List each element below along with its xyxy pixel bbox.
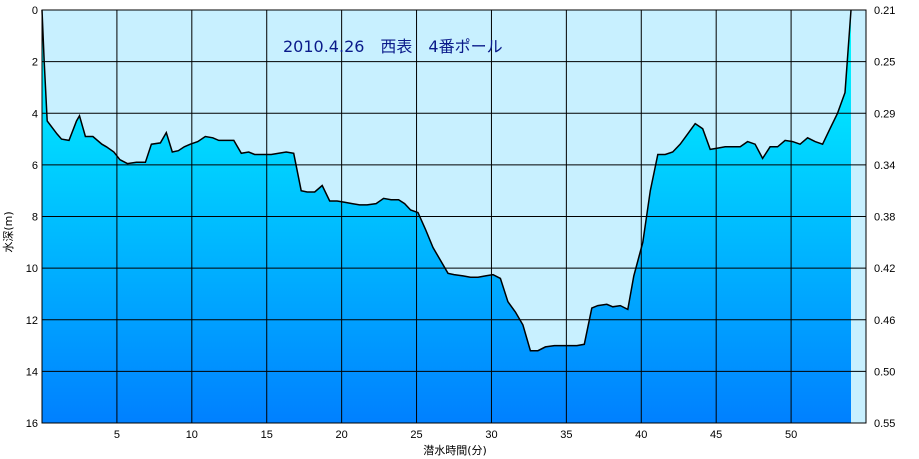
x-tick-label: 5 (114, 429, 120, 441)
y-tick-label: 8 (32, 212, 38, 224)
y-tick-label: 12 (26, 315, 38, 327)
chart-title: 2010.4.26 西表 4番ポール (283, 37, 503, 56)
y-tick-label: 6 (32, 160, 38, 172)
x-axis-label: 潜水時間(分) (423, 443, 487, 457)
y-axis-label: 水深(m) (2, 211, 15, 252)
x-tick-label: 20 (336, 429, 348, 441)
x-tick-label: 30 (485, 429, 497, 441)
right-tick-label: 0.50 (874, 366, 895, 378)
x-tick-label: 10 (186, 429, 198, 441)
right-tick-label: 0.29 (874, 108, 895, 120)
depth-line (41, 9, 852, 352)
x-tick-label: 25 (410, 429, 422, 441)
right-tick-label: 0.25 (874, 57, 895, 69)
depth-axis: 0 2 4 6 8 10 12 14 16 (26, 5, 38, 430)
x-tick-label: 50 (785, 429, 797, 441)
y-tick-label: 0 (32, 5, 38, 17)
right-tick-label: 0.55 (874, 418, 895, 430)
y-tick-label: 14 (26, 366, 38, 378)
y-tick-label: 10 (26, 263, 38, 275)
right-tick-label: 0.34 (874, 160, 895, 172)
y-tick-label: 16 (26, 418, 38, 430)
plot-border (41, 9, 867, 424)
time-axis: 5 10 15 20 25 30 35 40 45 50 (114, 429, 797, 441)
right-tick-label: 0.38 (874, 212, 895, 224)
x-tick-label: 15 (261, 429, 273, 441)
y-tick-label: 2 (32, 57, 38, 69)
gridlines (42, 10, 866, 423)
right-axis: 0.21 0.25 0.29 0.34 0.38 0.42 0.46 0.50 0.55 (874, 5, 895, 430)
x-tick-label: 45 (710, 429, 722, 441)
right-tick-label: 0.46 (874, 315, 895, 327)
x-tick-label: 35 (560, 429, 572, 441)
y-tick-label: 4 (32, 108, 38, 120)
x-tick-label: 40 (635, 429, 647, 441)
right-tick-label: 0.21 (874, 5, 895, 17)
right-tick-label: 0.42 (874, 263, 895, 275)
